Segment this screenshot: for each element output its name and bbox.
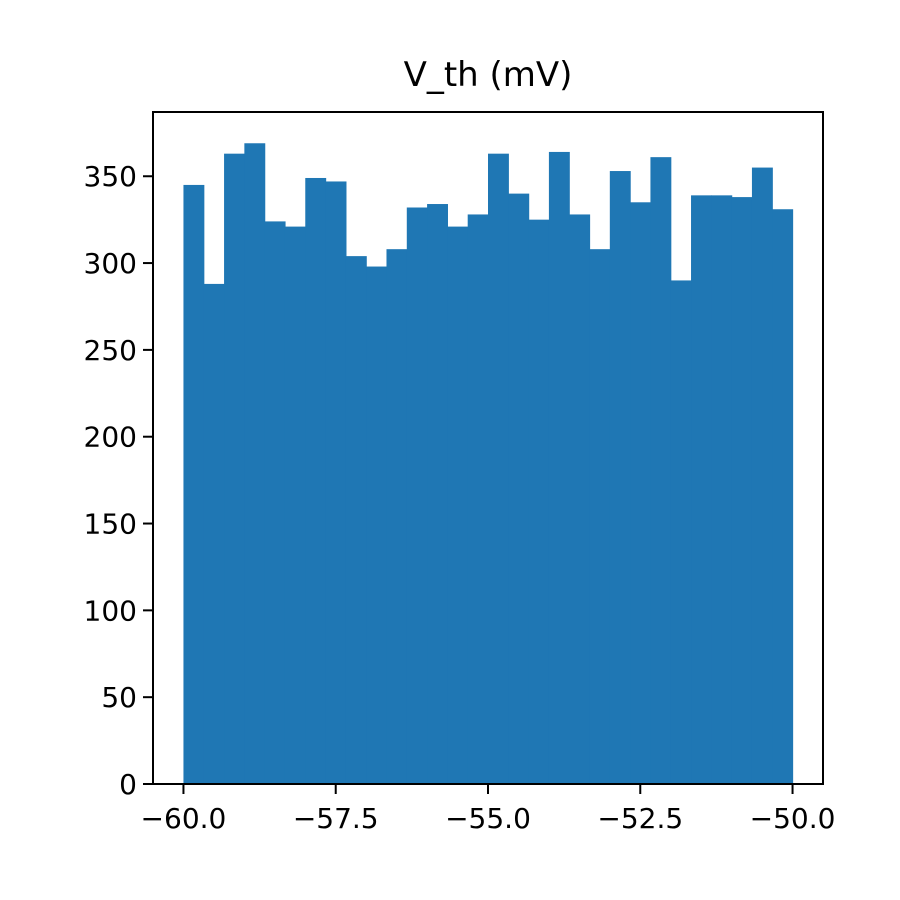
histogram-bar [528, 219, 550, 784]
histogram-bar [569, 214, 591, 784]
x-axis: −60.0 −57.5 −55.0 −52.5 −50.0 [141, 784, 836, 835]
histogram-bar [284, 226, 306, 785]
x-tick-label: −57.5 [293, 802, 379, 835]
x-tick-label: −60.0 [141, 802, 227, 835]
histogram-bar [711, 195, 733, 785]
histogram-bar [447, 226, 469, 785]
y-tick-label: 200 [84, 421, 137, 454]
histogram-bar [630, 202, 652, 785]
chart-title: V_th (mV) [404, 55, 573, 95]
histogram-bar [670, 280, 692, 784]
histogram-bar [203, 283, 225, 784]
histogram-bar [244, 143, 266, 784]
histogram-bar [345, 256, 367, 784]
y-tick-label: 250 [84, 334, 137, 367]
y-axis: 0 50 100 150 200 250 300 350 [84, 160, 153, 801]
histogram-bar [224, 153, 245, 785]
histogram-bar [366, 266, 388, 784]
histogram-bar [691, 195, 712, 785]
histogram-bar [406, 207, 428, 784]
histogram-bar [467, 214, 489, 784]
x-tick-label: −52.5 [597, 802, 683, 835]
histogram-bar [183, 184, 205, 784]
y-tick-label: 150 [84, 508, 137, 541]
y-tick-label: 100 [84, 594, 137, 627]
histogram-bar [508, 193, 530, 785]
histogram-bar [589, 249, 611, 784]
histogram-bar [305, 177, 327, 785]
x-tick-label: −50.0 [750, 802, 836, 835]
y-tick-label: 50 [101, 681, 137, 714]
y-tick-label: 0 [119, 768, 137, 801]
histogram-bar [427, 204, 448, 784]
histogram-bar [650, 157, 672, 784]
x-tick-label: −55.0 [445, 802, 531, 835]
y-tick-label: 300 [84, 247, 137, 280]
histogram-bar [609, 171, 631, 785]
histogram-bar [386, 249, 408, 784]
y-tick-label: 350 [84, 160, 137, 193]
histogram-bar [264, 221, 286, 784]
histogram-bar [548, 151, 570, 784]
histogram-bar [772, 209, 794, 785]
histogram-bar [731, 197, 753, 785]
histogram-bar [325, 181, 347, 784]
bars-group [183, 143, 794, 785]
histogram-bar [751, 167, 773, 784]
histogram-bar [488, 153, 509, 785]
